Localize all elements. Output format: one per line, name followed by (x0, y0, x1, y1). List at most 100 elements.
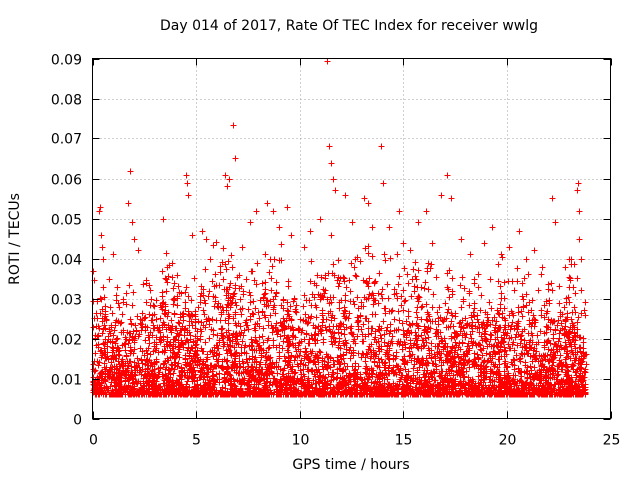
data-point (582, 312, 589, 319)
data-point (508, 323, 515, 330)
data-point (249, 268, 256, 275)
data-point (505, 278, 512, 285)
data-point (325, 371, 332, 378)
data-point (121, 341, 128, 348)
data-point (320, 339, 327, 346)
data-point (526, 299, 533, 306)
data-point (182, 299, 189, 306)
data-point (281, 376, 288, 383)
data-point (129, 302, 136, 309)
data-point (414, 284, 421, 291)
data-point (474, 351, 481, 358)
data-point (387, 255, 394, 262)
data-point (270, 337, 277, 344)
data-point (532, 317, 539, 324)
data-point (199, 348, 206, 355)
data-point (533, 348, 540, 355)
data-point (305, 340, 312, 347)
data-point (211, 283, 218, 290)
data-point (182, 305, 189, 312)
data-point (418, 332, 425, 339)
data-point (340, 310, 347, 317)
data-point (565, 368, 572, 375)
data-point (341, 331, 348, 338)
data-point (123, 290, 130, 297)
data-point (224, 357, 231, 364)
data-point (484, 358, 491, 365)
data-point (375, 338, 382, 345)
data-point (170, 301, 177, 308)
data-point (412, 329, 419, 336)
data-point (153, 334, 160, 341)
data-point (381, 339, 388, 346)
data-point (243, 356, 250, 363)
data-point (224, 301, 231, 308)
data-point (509, 361, 516, 368)
data-point (171, 366, 178, 373)
data-point (97, 310, 104, 317)
data-point (186, 318, 193, 325)
data-point (408, 293, 415, 300)
data-point (115, 300, 122, 307)
data-point (165, 322, 172, 329)
data-point (163, 326, 170, 333)
data-point (387, 321, 394, 328)
data-point (411, 283, 418, 290)
data-point (414, 314, 421, 321)
data-point (511, 287, 518, 294)
data-point (318, 274, 325, 281)
data-point (176, 320, 183, 327)
data-point (239, 338, 246, 345)
data-point (292, 369, 299, 376)
data-point (425, 334, 432, 341)
data-point (366, 275, 373, 282)
data-point (488, 332, 495, 339)
data-point (220, 307, 227, 314)
data-point (535, 358, 542, 365)
data-point (445, 306, 452, 313)
data-point (582, 299, 589, 306)
data-point (441, 343, 448, 350)
data-point (143, 299, 150, 306)
data-point (564, 310, 571, 317)
data-point (293, 309, 300, 316)
data-point (357, 313, 364, 320)
data-point (171, 280, 178, 287)
data-point (132, 322, 139, 329)
data-point (403, 318, 410, 325)
data-point (378, 346, 385, 353)
data-point (294, 361, 301, 368)
data-point (284, 338, 291, 345)
data-point (359, 331, 366, 338)
data-point (537, 328, 544, 335)
data-point (262, 286, 269, 293)
data-point (228, 352, 235, 359)
data-point (301, 292, 308, 299)
data-point (378, 335, 385, 342)
data-point (412, 273, 419, 280)
data-point (513, 352, 520, 359)
data-point (352, 272, 359, 279)
data-point (479, 352, 486, 359)
data-point (127, 316, 134, 323)
data-point (161, 310, 168, 317)
data-point (134, 313, 141, 320)
data-point (187, 332, 194, 339)
data-point (164, 338, 171, 345)
data-point (321, 290, 328, 297)
data-point (449, 275, 456, 282)
data-point (159, 293, 166, 300)
data-point (330, 261, 337, 268)
data-point (227, 280, 234, 287)
data-point (290, 298, 297, 305)
data-point (509, 319, 516, 326)
data-point (401, 265, 408, 272)
data-point (346, 310, 353, 317)
data-point (523, 291, 530, 298)
data-point (351, 264, 358, 271)
data-point (122, 347, 129, 354)
data-point (574, 275, 581, 282)
data-point (347, 288, 354, 295)
data-point (210, 353, 217, 360)
data-point (452, 347, 459, 354)
